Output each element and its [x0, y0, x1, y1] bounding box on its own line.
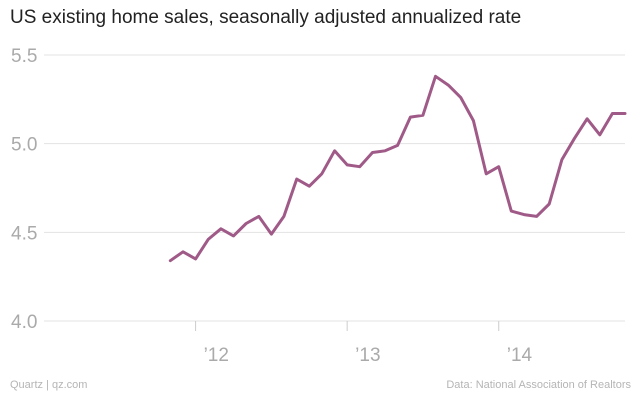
series-layer — [168, 74, 627, 263]
x-axis-ticks: ’12 ’13 ’14 — [195, 321, 533, 366]
grid-lines — [44, 54, 625, 322]
y-tick-label: 5.0 — [11, 135, 37, 156]
x-tick-label: ’14 — [507, 345, 533, 366]
chart-title: US existing home sales, seasonally adjus… — [10, 7, 522, 28]
series-line — [168, 74, 627, 263]
x-tick-label: ’13 — [355, 345, 380, 366]
source-credit: Quartz | qz.com — [10, 379, 88, 391]
data-source: Data: National Association of Realtors — [446, 379, 631, 391]
y-tick-label: 5.5 — [11, 46, 37, 67]
y-tick-label: 4.0 — [11, 312, 37, 333]
y-axis-ticks: 4.0 4.5 5.0 5.5 — [11, 46, 37, 333]
y-tick-label: 4.5 — [11, 223, 37, 244]
x-tick-label: ’12 — [204, 345, 229, 366]
